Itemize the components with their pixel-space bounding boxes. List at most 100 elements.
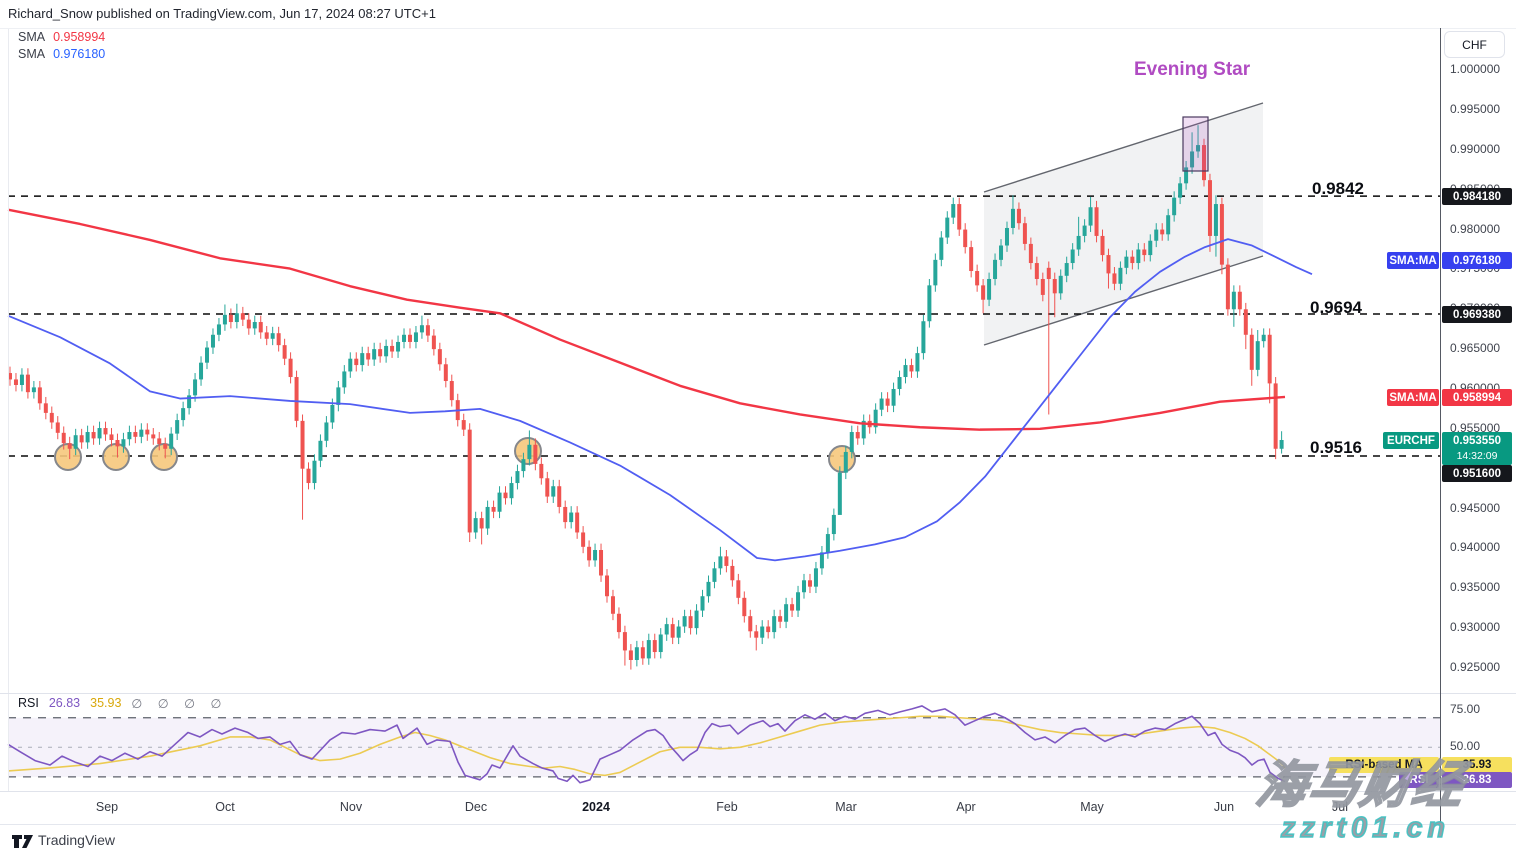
candle-body [688,616,693,629]
candle-body [330,404,335,423]
sma-red-value: 0.958994 [53,30,106,44]
level-label-9842[interactable]: 0.9842 [1312,179,1364,198]
candle-body [49,412,54,423]
candle-body [1130,256,1135,264]
trend-channel-top-line[interactable] [983,102,1264,193]
candle-body [933,259,938,286]
time-tick-Oct: Oct [215,800,235,814]
candle-body [342,371,347,388]
tradingview-logo-icon[interactable] [11,832,35,851]
candle-body [879,398,884,410]
candle-body [1040,278,1045,295]
candle-body [384,345,389,357]
level-mid-flag: 0.969380 [1442,306,1512,323]
candle-body [1076,235,1081,250]
candle-body [802,580,807,593]
candle-body [1112,273,1117,284]
candle-body [712,568,717,582]
candle-body [234,313,239,323]
symbol-flag-name: EURCHF [1383,432,1439,449]
rsi-legend-title[interactable]: RSI [18,696,39,710]
candle-body [1100,235,1105,256]
price-tick-0.995000: 0.995000 [1450,102,1501,116]
candle-body [127,432,132,440]
currency-toggle-button[interactable]: CHF [1444,31,1505,58]
candle-body [19,374,24,385]
candle-body [587,546,592,561]
candle-body [175,420,180,434]
candle-body [1070,249,1075,264]
highlight-circle-5[interactable] [828,445,856,473]
candle-body [951,204,956,218]
candle-body [790,604,795,611]
candle-body [1267,334,1272,384]
candle-body [975,271,980,286]
candle-body [1219,204,1224,265]
candle-body [85,432,90,443]
candle-body [1064,263,1069,276]
level-label-9694[interactable]: 0.9694 [1310,298,1362,317]
time-tick-Jul: Jul [1332,800,1348,814]
pane-separator-main-rsi[interactable] [0,693,1516,694]
highlight-circle-2[interactable] [102,443,130,471]
candle-body [1004,227,1009,246]
candle-body [169,433,174,449]
footer-bar: TradingView [0,824,1516,857]
evening-star-box[interactable] [1182,116,1209,172]
rsi-legend-empty-slots: ∅ ∅ ∅ ∅ [131,697,228,711]
candle-body [957,204,962,230]
tradingview-brand-text[interactable]: TradingView [38,832,116,848]
sma-red-line[interactable] [7,208,1286,431]
time-tick-Sep: Sep [95,800,119,814]
candle-body [97,428,102,439]
candle-body [1207,180,1212,236]
candle-body [634,647,639,660]
candle-body [1058,275,1063,294]
rsi-line[interactable] [7,705,1286,784]
candle-body [437,349,442,365]
candle-body [1010,208,1015,228]
candle-body [521,459,526,472]
candle-body [1225,264,1230,310]
sma-legend-red[interactable]: SMA 0.958994 [18,29,105,46]
sma-legend-blue[interactable]: SMA 0.976180 [18,46,105,63]
candle-body [1172,197,1177,216]
candle-body [1148,240,1153,256]
candle-body [885,398,890,406]
candle-body [199,362,204,380]
candle-body [294,377,299,421]
price-tick-0.930000: 0.930000 [1450,620,1501,635]
candle-body [31,387,36,393]
candle-body [336,387,341,405]
candle-body [216,324,221,335]
candle-body [419,325,424,333]
candle-body [658,634,663,653]
evening-star-annotation[interactable]: Evening Star [1134,59,1251,80]
time-tick-Feb: Feb [716,800,738,814]
candle-body [1154,229,1159,241]
trend-channel-bottom-line[interactable] [983,255,1264,346]
candle-body [1202,145,1206,181]
candle-body [354,358,359,366]
candle-body [1160,229,1165,235]
candle-body [145,429,150,435]
candle-body [1255,341,1260,370]
candle-body [1237,291,1242,310]
candle-body [837,472,842,515]
candle-body [706,581,711,597]
candle-body [264,332,269,339]
candle-body [443,364,448,382]
candle-body [670,624,675,638]
candle-body [13,379,18,385]
candle-body [1273,383,1278,449]
candle-body [939,237,944,260]
candle-body [390,345,395,352]
candle-body [228,314,233,323]
candle-body [581,532,586,547]
sma-blue-line[interactable] [7,238,1313,562]
candle-body [151,434,156,439]
candle-body [593,549,598,561]
candle-body [181,408,186,421]
level-label-9516[interactable]: 0.9516 [1310,438,1362,457]
